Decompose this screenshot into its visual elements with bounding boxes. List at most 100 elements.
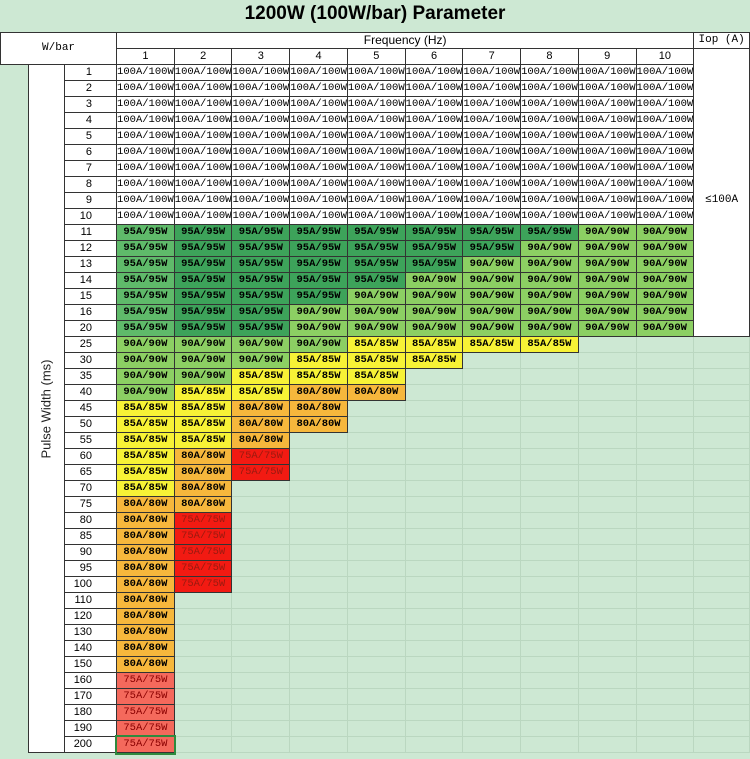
param-cell[interactable]: 95A/95W [289, 256, 348, 273]
row-label[interactable]: 4 [63, 112, 118, 129]
empty-cell[interactable] [520, 640, 579, 657]
param-cell[interactable]: 100A/100W [173, 176, 233, 193]
empty-cell[interactable] [462, 352, 522, 369]
empty-cell[interactable] [404, 512, 464, 529]
empty-cell[interactable] [520, 416, 579, 433]
empty-cell[interactable] [404, 592, 464, 609]
empty-cell[interactable] [635, 496, 695, 513]
empty-cell[interactable] [635, 576, 695, 593]
param-cell[interactable]: 100A/100W [289, 144, 348, 161]
param-cell[interactable]: 100A/100W [635, 80, 695, 97]
param-cell[interactable]: 100A/100W [404, 192, 464, 209]
empty-cell[interactable] [289, 448, 348, 465]
empty-cell[interactable] [231, 704, 291, 721]
param-cell[interactable]: 90A/90W [116, 368, 175, 385]
param-cell[interactable]: 90A/90W [635, 272, 695, 289]
empty-cell[interactable] [520, 592, 579, 609]
empty-cell[interactable] [577, 656, 637, 673]
empty-cell[interactable] [462, 688, 522, 705]
empty-cell[interactable] [693, 448, 750, 465]
param-cell[interactable]: 90A/90W [635, 304, 695, 321]
empty-cell[interactable] [289, 576, 348, 593]
param-cell[interactable]: 100A/100W [520, 112, 579, 129]
empty-cell[interactable] [231, 544, 291, 561]
row-label[interactable]: 13 [63, 256, 118, 273]
param-cell[interactable]: 80A/80W [116, 640, 175, 657]
param-cell[interactable]: 90A/90W [231, 352, 291, 369]
empty-cell[interactable] [693, 592, 750, 609]
row-label[interactable]: 16 [63, 304, 118, 321]
empty-cell[interactable] [462, 736, 522, 753]
empty-cell[interactable] [520, 480, 579, 497]
empty-cell[interactable] [635, 400, 695, 417]
empty-cell[interactable] [693, 736, 750, 753]
row-label[interactable]: 200 [63, 736, 118, 753]
empty-cell[interactable] [404, 464, 464, 481]
empty-cell[interactable] [404, 416, 464, 433]
param-cell[interactable]: 85A/85W [231, 368, 291, 385]
empty-cell[interactable] [346, 688, 406, 705]
param-cell[interactable]: 100A/100W [231, 96, 291, 113]
empty-cell[interactable] [635, 672, 695, 689]
empty-cell[interactable] [635, 352, 695, 369]
empty-cell[interactable] [577, 368, 637, 385]
empty-cell[interactable] [635, 464, 695, 481]
row-label[interactable]: 35 [63, 368, 118, 385]
param-cell[interactable]: 80A/80W [116, 656, 175, 673]
param-cell[interactable]: 100A/100W [231, 112, 291, 129]
param-cell[interactable]: 95A/95W [404, 256, 464, 273]
param-cell[interactable]: 80A/80W [173, 464, 233, 481]
param-cell[interactable]: 100A/100W [635, 208, 695, 225]
param-cell[interactable]: 85A/85W [116, 432, 175, 449]
frequency-col-2[interactable]: 2 [173, 48, 233, 65]
empty-cell[interactable] [462, 640, 522, 657]
empty-cell[interactable] [289, 496, 348, 513]
frequency-col-1[interactable]: 1 [116, 48, 175, 65]
param-cell[interactable]: 100A/100W [577, 64, 637, 81]
empty-cell[interactable] [231, 496, 291, 513]
empty-cell[interactable] [404, 432, 464, 449]
param-cell[interactable]: 90A/90W [577, 224, 637, 241]
empty-cell[interactable] [577, 576, 637, 593]
empty-cell[interactable] [346, 704, 406, 721]
param-cell[interactable]: 100A/100W [635, 96, 695, 113]
empty-cell[interactable] [289, 528, 348, 545]
empty-cell[interactable] [289, 560, 348, 577]
param-cell[interactable]: 90A/90W [404, 272, 464, 289]
param-cell[interactable]: 95A/95W [346, 272, 406, 289]
param-cell[interactable]: 85A/85W [289, 352, 348, 369]
empty-cell[interactable] [404, 384, 464, 401]
empty-cell[interactable] [577, 704, 637, 721]
param-cell[interactable]: 100A/100W [116, 176, 175, 193]
empty-cell[interactable] [520, 352, 579, 369]
empty-cell[interactable] [577, 608, 637, 625]
param-cell[interactable]: 100A/100W [116, 112, 175, 129]
empty-cell[interactable] [346, 528, 406, 545]
empty-cell[interactable] [346, 496, 406, 513]
empty-cell[interactable] [577, 336, 637, 353]
empty-cell[interactable] [577, 640, 637, 657]
empty-cell[interactable] [520, 544, 579, 561]
param-cell[interactable]: 100A/100W [520, 160, 579, 177]
param-cell[interactable]: 90A/90W [116, 336, 175, 353]
empty-cell[interactable] [693, 496, 750, 513]
param-cell[interactable]: 80A/80W [116, 528, 175, 545]
row-label[interactable]: 40 [63, 384, 118, 401]
param-cell[interactable]: 95A/95W [346, 240, 406, 257]
param-cell[interactable]: 95A/95W [116, 320, 175, 337]
empty-cell[interactable] [577, 720, 637, 737]
frequency-col-4[interactable]: 4 [289, 48, 348, 65]
empty-cell[interactable] [462, 608, 522, 625]
empty-cell[interactable] [635, 736, 695, 753]
param-cell[interactable]: 85A/85W [116, 400, 175, 417]
param-cell[interactable]: 90A/90W [231, 336, 291, 353]
row-label[interactable]: 20 [63, 320, 118, 337]
param-cell[interactable]: 100A/100W [520, 144, 579, 161]
empty-cell[interactable] [462, 720, 522, 737]
empty-cell[interactable] [173, 592, 233, 609]
empty-cell[interactable] [462, 512, 522, 529]
param-cell[interactable]: 80A/80W [116, 608, 175, 625]
empty-cell[interactable] [462, 560, 522, 577]
param-cell[interactable]: 100A/100W [173, 96, 233, 113]
row-label[interactable]: 12 [63, 240, 118, 257]
